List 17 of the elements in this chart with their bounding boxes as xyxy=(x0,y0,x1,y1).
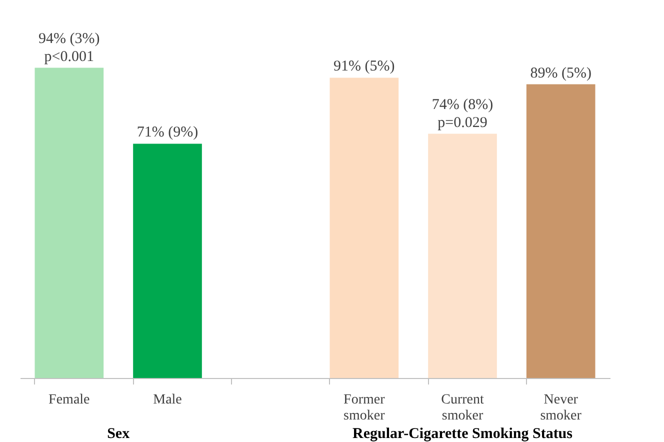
x-tick-label: Former smoker xyxy=(344,392,386,424)
text: Sex xyxy=(107,426,130,442)
text: 74% (8%) p=0.029 xyxy=(432,96,494,131)
bar xyxy=(133,144,202,378)
data-label: 91% (5%) xyxy=(334,58,395,75)
data-label: 89% (5%) xyxy=(530,65,592,82)
text: Regular-Cigarette Smoking Status xyxy=(352,426,573,442)
text: 94% (3%) p<0.001 xyxy=(38,30,100,65)
bar xyxy=(34,68,104,378)
x-tick-label: Male xyxy=(153,392,182,408)
x-tick-label: Never smoker xyxy=(540,392,582,424)
x-tick-label: Current smoker xyxy=(441,392,484,424)
bar xyxy=(526,84,596,378)
data-label: 71% (9%) xyxy=(136,124,198,141)
bar xyxy=(428,134,497,378)
bar xyxy=(330,78,399,378)
x-tick-label: Female xyxy=(48,392,90,408)
